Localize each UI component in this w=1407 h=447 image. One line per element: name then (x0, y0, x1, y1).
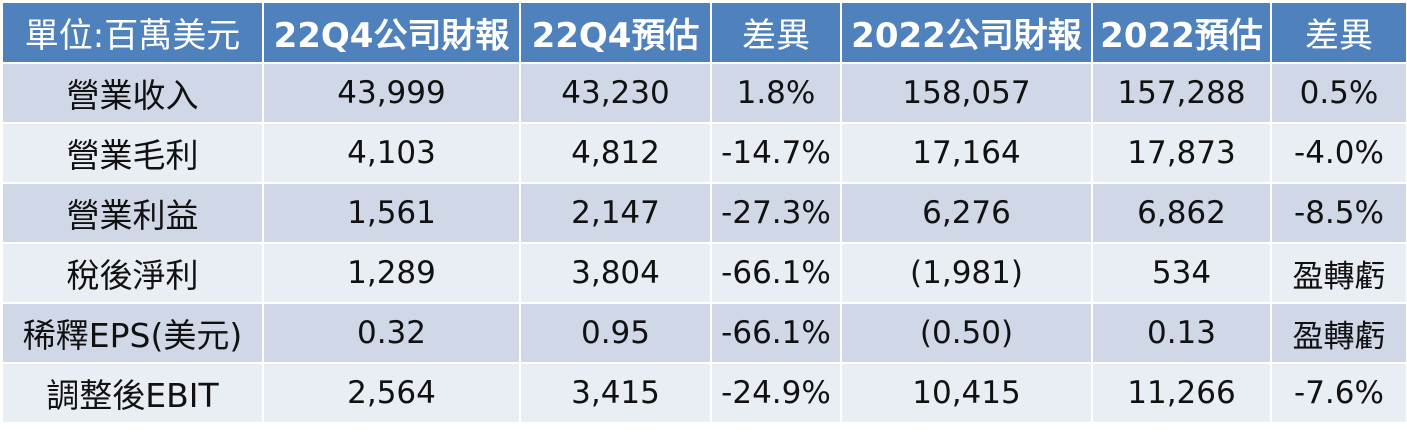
header-22q4-diff: 差異 (710, 1, 842, 64)
header-2022-report: 2022公司財報 (840, 1, 1093, 64)
cell: 1,289 (262, 242, 521, 304)
cell: 4,812 (519, 122, 712, 184)
row-label: 營業收入 (1, 62, 264, 124)
table-row: 稀釋EPS(美元) 0.32 0.95 -66.1% (0.50) 0.13 盈… (1, 302, 1407, 364)
cell: -7.6% (1270, 362, 1407, 424)
cell: 1,561 (262, 182, 521, 244)
table-row: 營業收入 43,999 43,230 1.8% 158,057 157,288 … (1, 62, 1407, 124)
financial-table: 單位:百萬美元 22Q4公司財報 22Q4預估 差異 2022公司財報 2022… (1, 1, 1407, 424)
cell: 43,999 (262, 62, 521, 124)
cell: 2,147 (519, 182, 712, 244)
cell: 6,276 (840, 182, 1093, 244)
cell: 157,288 (1091, 62, 1272, 124)
cell: 17,164 (840, 122, 1093, 184)
header-22q4-estimate: 22Q4預估 (519, 1, 712, 64)
cell: -66.1% (710, 242, 842, 304)
cell: 3,804 (519, 242, 712, 304)
cell: -66.1% (710, 302, 842, 364)
cell: -4.0% (1270, 122, 1407, 184)
cell: 534 (1091, 242, 1272, 304)
cell: 11,266 (1091, 362, 1272, 424)
table-row: 營業毛利 4,103 4,812 -14.7% 17,164 17,873 -4… (1, 122, 1407, 184)
header-unit: 單位:百萬美元 (1, 1, 264, 64)
row-label: 稅後淨利 (1, 242, 264, 304)
cell: 6,862 (1091, 182, 1272, 244)
row-label: 調整後EBIT (1, 362, 264, 424)
cell: 1.8% (710, 62, 842, 124)
cell: -27.3% (710, 182, 842, 244)
cell: 盈轉虧 (1270, 302, 1407, 364)
cell: 17,873 (1091, 122, 1272, 184)
cell: 3,415 (519, 362, 712, 424)
cell: 盈轉虧 (1270, 242, 1407, 304)
cell: 0.5% (1270, 62, 1407, 124)
header-row: 單位:百萬美元 22Q4公司財報 22Q4預估 差異 2022公司財報 2022… (1, 1, 1407, 64)
table-row: 調整後EBIT 2,564 3,415 -24.9% 10,415 11,266… (1, 362, 1407, 424)
cell: 10,415 (840, 362, 1093, 424)
cell: (0.50) (840, 302, 1093, 364)
cell: -8.5% (1270, 182, 1407, 244)
cell: 43,230 (519, 62, 712, 124)
cell: 0.13 (1091, 302, 1272, 364)
cell: 0.95 (519, 302, 712, 364)
row-label: 營業利益 (1, 182, 264, 244)
cell: -24.9% (710, 362, 842, 424)
header-22q4-report: 22Q4公司財報 (262, 1, 521, 64)
cell: 4,103 (262, 122, 521, 184)
cell: 0.32 (262, 302, 521, 364)
cell: 158,057 (840, 62, 1093, 124)
row-label: 營業毛利 (1, 122, 264, 184)
table-row: 營業利益 1,561 2,147 -27.3% 6,276 6,862 -8.5… (1, 182, 1407, 244)
cell: (1,981) (840, 242, 1093, 304)
header-2022-diff: 差異 (1270, 1, 1407, 64)
cell: -14.7% (710, 122, 842, 184)
table-row: 稅後淨利 1,289 3,804 -66.1% (1,981) 534 盈轉虧 (1, 242, 1407, 304)
header-2022-estimate: 2022預估 (1091, 1, 1272, 64)
row-label: 稀釋EPS(美元) (1, 302, 264, 364)
cell: 2,564 (262, 362, 521, 424)
